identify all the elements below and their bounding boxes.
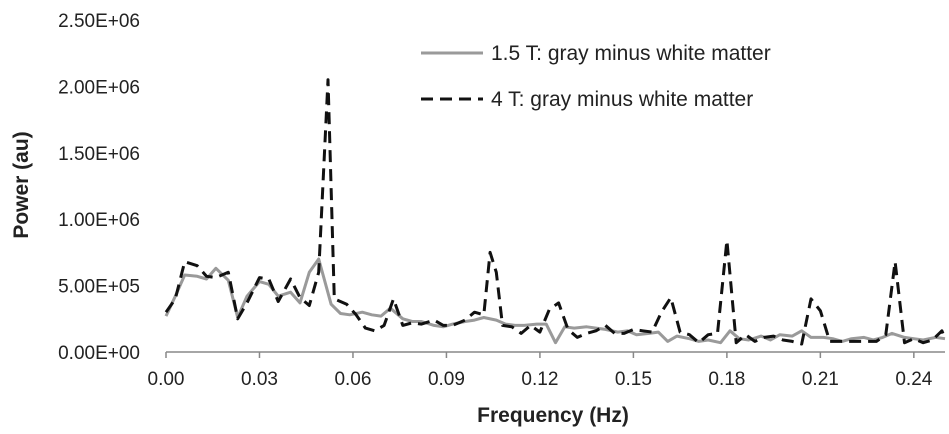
y-axis: 0.00E+00 5.00E+05 1.00E+06 1.50E+06 2.00E+06… [58,11,140,364]
legend-label-1-5t: 1.5 T: gray minus white matter [491,42,771,65]
x-tick-label: 0.21 [802,369,839,390]
y-tick-label: 1.50E+06 [58,144,140,165]
y-axis-title: Power (au) [10,131,33,238]
x-tick-label: 0.06 [334,369,371,390]
x-axis: 0.00 0.03 0.06 0.09 0.12 0.15 0.18 0.21 0.24 [148,352,933,390]
x-tick-label: 0.18 [708,369,745,390]
plot-lines [164,78,947,346]
y-tick-label: 2.50E+06 [58,11,140,32]
legend: 1.5 T: gray minus white matter 4 T: gray… [421,42,771,111]
y-tick-label: 0.00E+00 [58,343,140,364]
legend-label-4t: 4 T: gray minus white matter [491,88,753,111]
y-tick-label: 1.00E+06 [58,210,140,231]
x-tick-label: 0.09 [428,369,465,390]
x-tick-label: 0.03 [241,369,278,390]
x-tick-label: 0.00 [148,369,185,390]
series-line-1-5t [164,257,946,345]
y-tick-label: 2.00E+06 [58,77,140,98]
x-tick-label: 0.12 [521,369,558,390]
y-tick-label: 5.00E+05 [58,277,140,298]
x-tick-label: 0.24 [895,369,932,390]
x-tick-label: 0.15 [615,369,652,390]
series-line-4t [164,78,947,346]
x-axis-title: Frequency (Hz) [477,404,629,427]
